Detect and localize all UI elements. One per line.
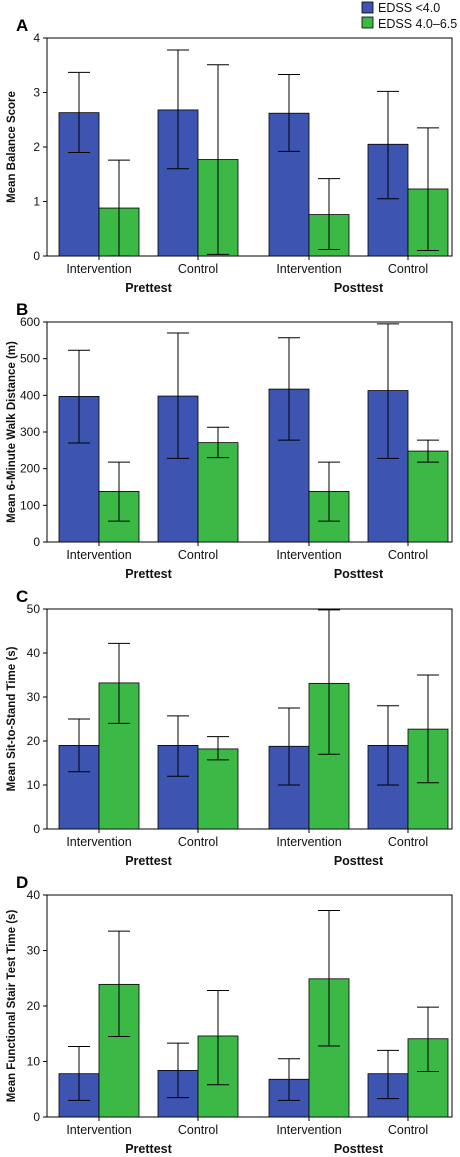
x-category-label: Intervention — [66, 262, 131, 276]
panel-letter: A — [16, 16, 28, 35]
y-tick-label: 0 — [33, 249, 40, 263]
x-category-label: Intervention — [276, 548, 341, 562]
y-tick-label: 500 — [20, 352, 40, 366]
x-group-label: Posttest — [334, 567, 384, 581]
y-tick-label: 100 — [20, 498, 40, 512]
bar — [407, 450, 449, 543]
y-tick-label: 20 — [27, 999, 41, 1013]
plot-frame — [46, 608, 453, 830]
y-tick-label: 1 — [33, 195, 40, 209]
y-tick-label: 40 — [27, 646, 41, 660]
legend: EDSS <4.0 EDSS 4.0–6.5 — [361, 1, 457, 31]
x-group-label: Prettest — [125, 854, 172, 868]
panel-letter: C — [16, 587, 28, 606]
y-axis-label: Mean Balance Score — [6, 91, 18, 203]
x-group-label: Prettest — [125, 281, 172, 295]
bar — [268, 112, 310, 257]
x-category-label: Intervention — [66, 1123, 131, 1137]
x-group-label: Posttest — [334, 281, 384, 295]
y-tick-label: 0 — [33, 822, 40, 836]
x-category-label: Control — [388, 835, 428, 849]
y-tick-label: 600 — [20, 315, 40, 329]
x-category-label: Control — [178, 262, 218, 276]
x-category-label: Intervention — [66, 835, 131, 849]
x-category-label: Control — [388, 548, 428, 562]
y-tick-label: 10 — [27, 778, 41, 792]
y-axis-label: Mean Sit-to-Stand Time (s) — [6, 646, 18, 791]
y-tick-label: 4 — [33, 31, 40, 45]
y-tick-label: 200 — [20, 462, 40, 476]
y-tick-label: 3 — [33, 86, 40, 100]
y-tick-label: 400 — [20, 388, 40, 402]
y-tick-label: 40 — [27, 888, 41, 902]
y-axis-label: Mean 6-Minute Walk Distance (m) — [6, 341, 18, 523]
y-tick-label: 20 — [27, 734, 41, 748]
y-tick-label: 30 — [27, 690, 41, 704]
x-category-label: Control — [178, 548, 218, 562]
chart-panel-c: C 0 10 20 30 40 50 Mean Sit-to-Stand Time (s) In… — [6, 587, 453, 868]
x-group-label: Prettest — [125, 1142, 172, 1156]
y-axis-label: Mean Functional Stair Test Time (s) — [6, 910, 18, 1103]
x-category-label: Intervention — [66, 548, 131, 562]
x-category-label: Control — [388, 262, 428, 276]
legend-swatch-edss-low — [361, 1, 374, 14]
x-group-label: Posttest — [334, 854, 384, 868]
legend-label-edss-low: EDSS <4.0 — [378, 1, 440, 15]
y-tick-label: 0 — [33, 1110, 40, 1124]
x-category-label: Control — [388, 1123, 428, 1137]
chart-panel-d: D 0 10 20 30 40 Mean Functional Stair Test Tim… — [6, 873, 453, 1156]
bar — [58, 745, 100, 830]
y-tick-label: 10 — [27, 1055, 41, 1069]
chart-panel-a: A 0 1 2 3 4 Mean Balance Score Intervention Cont… — [6, 16, 453, 295]
y-tick-label: 300 — [20, 425, 40, 439]
panel-letter: B — [16, 300, 28, 319]
y-tick-label: 30 — [27, 944, 41, 958]
legend-label-edss-high: EDSS 4.0–6.5 — [378, 17, 457, 31]
x-category-label: Intervention — [276, 1123, 341, 1137]
x-category-label: Control — [178, 835, 218, 849]
y-tick-label: 0 — [33, 535, 40, 549]
x-group-label: Posttest — [334, 1142, 384, 1156]
legend-swatch-edss-high — [361, 16, 374, 29]
x-category-label: Control — [178, 1123, 218, 1137]
y-tick-label: 2 — [33, 140, 40, 154]
x-category-label: Intervention — [276, 262, 341, 276]
x-group-label: Prettest — [125, 567, 172, 581]
panel-letter: D — [16, 873, 28, 892]
y-tick-label: 50 — [27, 602, 41, 616]
x-category-label: Intervention — [276, 835, 341, 849]
bar — [197, 748, 239, 830]
